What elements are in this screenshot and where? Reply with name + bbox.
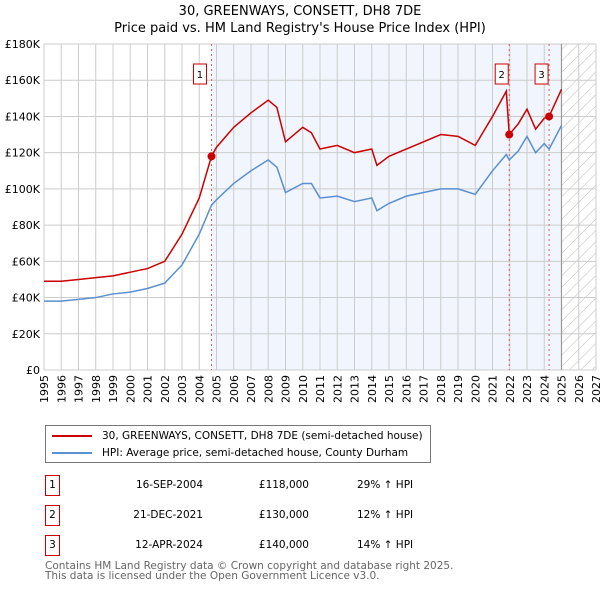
sale-row: 2 21-DEC-2021 £130,000 12% ↑ HPI [45, 505, 445, 526]
legend-swatch-hpi [52, 452, 92, 454]
sale-point [545, 112, 554, 121]
sale-badge: 2 [45, 505, 60, 526]
legend: 30, GREENWAYS, CONSETT, DH8 7DE (semi-de… [45, 425, 431, 463]
x-tick-label: 2015 [383, 375, 396, 403]
x-tick-label: 2001 [142, 375, 155, 403]
sale-date: 21-DEC-2021 [133, 509, 203, 521]
sale-annotation-label: 2 [499, 70, 505, 81]
sale-price: £130,000 [258, 509, 309, 521]
legend-swatch-property [52, 435, 92, 437]
series-line [44, 125, 563, 302]
sale-price: £140,000 [258, 539, 309, 551]
x-tick-label: 2011 [314, 375, 327, 403]
x-tick-label: 2025 [556, 375, 569, 403]
footer-line-1: Contains HM Land Registry data © Crown c… [45, 560, 454, 572]
x-tick-label: 2020 [469, 375, 482, 403]
sale-point [505, 130, 514, 139]
sale-hpi: 12% ↑ HPI [357, 509, 414, 521]
y-tick-label: £120K [5, 147, 41, 160]
footer-line-2: This data is licensed under the Open Gov… [45, 570, 380, 582]
sale-hpi: 29% ↑ HPI [357, 479, 414, 491]
x-tick-label: 1997 [73, 375, 86, 403]
y-tick-label: £140K [5, 110, 41, 123]
x-tick-label: 2009 [280, 375, 293, 403]
x-tick-label: 2000 [124, 375, 137, 403]
x-tick-label: 2010 [297, 375, 310, 403]
sale-row: 1 16-SEP-2004 £118,000 29% ↑ HPI [45, 475, 445, 496]
y-tick-label: £180K [5, 38, 41, 51]
x-tick-label: 2017 [418, 375, 431, 403]
x-tick-label: 2024 [538, 375, 551, 403]
x-tick-label: 1995 [38, 375, 51, 403]
x-tick-label: 2023 [521, 375, 534, 403]
x-tick-label: 2016 [400, 375, 413, 403]
y-tick-label: £100K [5, 183, 41, 196]
x-tick-label: 2013 [349, 375, 362, 403]
x-tick-label: 2022 [504, 375, 517, 403]
x-tick-label: 2002 [159, 375, 172, 403]
x-tick-label: 2008 [262, 375, 275, 403]
legend-label-hpi: HPI: Average price, semi-detached house,… [102, 447, 409, 459]
series-line [44, 88, 563, 283]
sale-badge: 3 [45, 535, 60, 556]
sale-row: 3 12-APR-2024 £140,000 14% ↑ HPI [45, 535, 445, 556]
sale-annotation-box [494, 63, 509, 85]
y-tick-label: £20K [12, 328, 41, 341]
y-tick-label: £160K [5, 74, 41, 87]
sale-annotation-box [534, 63, 549, 85]
x-tick-label: 2014 [366, 375, 379, 403]
shaded-region [211, 44, 562, 370]
sale-annotation-label: 1 [197, 70, 203, 81]
legend-label-property: 30, GREENWAYS, CONSETT, DH8 7DE (semi-de… [102, 430, 423, 442]
sale-annotation-label: 3 [538, 70, 544, 81]
chart-title: 30, GREENWAYS, CONSETT, DH8 7DE [178, 4, 422, 19]
sale-price: £118,000 [258, 479, 309, 491]
x-tick-label: 1998 [90, 375, 103, 403]
chart-subtitle: Price paid vs. HM Land Registry's House … [114, 21, 486, 36]
sale-date: 16-SEP-2004 [135, 479, 203, 491]
x-tick-label: 2012 [331, 375, 344, 403]
sale-annotation-box [192, 63, 207, 85]
footer: Contains HM Land Registry data © Crown c… [45, 560, 454, 582]
y-tick-label: £60K [12, 255, 41, 268]
y-tick-label: £0 [26, 364, 40, 377]
y-tick-label: £80K [12, 219, 41, 232]
x-tick-label: 2027 [590, 375, 600, 403]
x-tick-label: 2004 [193, 375, 206, 403]
x-tick-label: 2007 [245, 375, 258, 403]
x-tick-label: 2006 [228, 375, 241, 403]
x-tick-label: 2021 [487, 375, 500, 403]
sale-hpi: 14% ↑ HPI [357, 539, 414, 551]
x-tick-label: 1996 [55, 375, 68, 403]
x-tick-label: 2005 [211, 375, 224, 403]
sale-date: 12-APR-2024 [135, 539, 203, 551]
x-tick-label: 1999 [107, 375, 120, 403]
sale-badge: 1 [45, 475, 60, 496]
sale-point [207, 152, 216, 161]
y-tick-label: £40K [12, 292, 41, 305]
x-tick-label: 2018 [435, 375, 448, 403]
x-tick-label: 2026 [573, 375, 586, 403]
x-tick-label: 2003 [176, 375, 189, 403]
x-tick-label: 2019 [452, 375, 465, 403]
plot-area: 1995 1996 1997 1998 1999 2000 2001 2002 2003 2004… [5, 38, 600, 403]
